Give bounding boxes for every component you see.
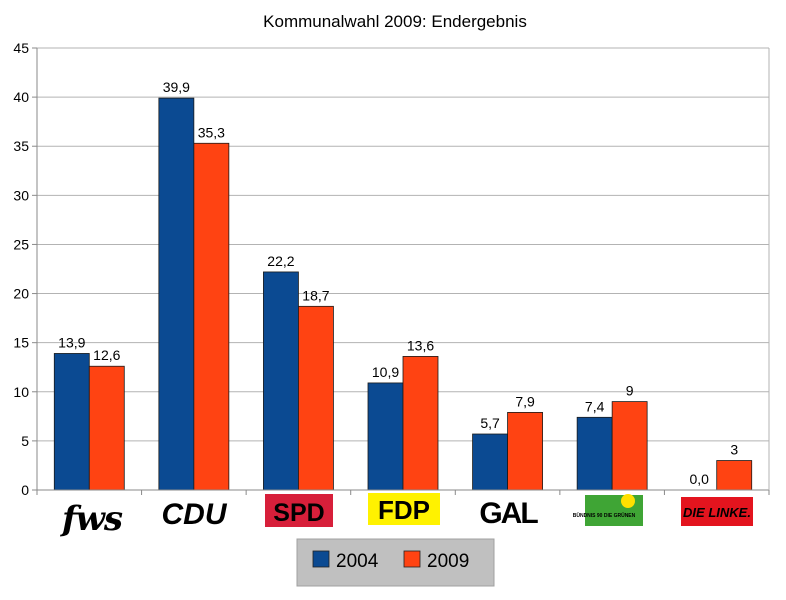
bar-2004-spd: [263, 271, 299, 491]
party-logo-linke-icon: DIE LINKE.: [681, 497, 753, 526]
party-logo-spd-icon: SPD: [265, 494, 333, 527]
legend: 2004 2009: [296, 538, 495, 587]
party-logo-fws-icon: fws: [60, 499, 124, 539]
data-label: 7,4: [585, 398, 605, 414]
data-label: 13,6: [407, 337, 434, 353]
data-label: 7,9: [515, 393, 535, 409]
chart-title: Kommunalwahl 2009: Endergebnis: [263, 12, 527, 31]
bar-2009-fdp: [402, 356, 439, 491]
bar-2004-b-ndnis-90-die-gr-nen: [576, 416, 613, 491]
bar-2009-spd: [298, 305, 334, 491]
y-tick-label: 25: [13, 236, 29, 252]
party-logo-gal-icon: GAL: [479, 497, 540, 530]
y-tick-label: 10: [13, 384, 29, 400]
data-label: 3: [730, 442, 738, 458]
svg-text:CDU: CDU: [162, 498, 228, 531]
data-label: 18,7: [302, 287, 329, 303]
legend-label-2009: 2009: [427, 551, 469, 572]
bar-2009-b-ndnis-90-die-gr-nen: [611, 401, 648, 491]
svg-text:FDP: FDP: [378, 495, 430, 525]
y-tick-label: 15: [13, 335, 29, 351]
bar-2009-cdu: [193, 142, 230, 491]
data-label: 35,3: [198, 124, 225, 140]
bar-2009-fws: [88, 365, 125, 491]
svg-text:SPD: SPD: [273, 499, 324, 527]
y-tick-label: 35: [13, 138, 29, 154]
bar-2009-die-linke-: [716, 460, 753, 491]
legend-swatch-2009: [403, 550, 421, 568]
y-tick-label: 40: [13, 89, 29, 105]
data-labels: 13,9 39,9 22,2 10,9 5,7 7,4 0,0 12,6 35,3 18,7 13,…: [58, 79, 738, 487]
svg-text:fws: fws: [60, 499, 123, 539]
party-logo-cdu-icon: CDU: [162, 498, 228, 531]
y-tick-label: 0: [21, 482, 29, 498]
bar-2004-fws: [53, 353, 90, 491]
party-logo-fdp-icon: FDP: [368, 493, 440, 525]
svg-text:DIE LINKE.: DIE LINKE.: [683, 505, 751, 520]
bar-2004-fdp: [367, 382, 404, 491]
legend-label-2004: 2004: [336, 551, 379, 572]
bar-2004-cdu: [158, 97, 195, 491]
data-label: 9: [626, 383, 634, 399]
data-label: 0,0: [689, 471, 709, 487]
data-label: 12,6: [93, 347, 120, 363]
legend-swatch-2004: [312, 550, 330, 568]
data-label: 22,2: [267, 253, 294, 269]
bars: [53, 97, 753, 491]
y-axis-ticks: 0 5 10 15 20 25 30 35 40 45: [13, 40, 770, 498]
bar-2004-gal: [472, 433, 508, 491]
y-tick-label: 30: [13, 187, 29, 203]
y-tick-label: 45: [13, 40, 29, 56]
svg-text:GAL: GAL: [479, 497, 538, 530]
data-label: 13,9: [58, 334, 85, 350]
party-logo-gruene-icon: BÜNDNIS 90 DIE GRÜNEN: [573, 494, 643, 526]
data-label: 10,9: [372, 364, 399, 380]
data-label: 5,7: [480, 415, 500, 431]
y-tick-label: 20: [13, 286, 29, 302]
y-tick-label: 5: [21, 433, 29, 449]
bar-2009-gal: [507, 412, 543, 491]
svg-text:BÜNDNIS 90 DIE GRÜNEN: BÜNDNIS 90 DIE GRÜNEN: [573, 512, 636, 519]
data-label: 39,9: [163, 79, 190, 95]
